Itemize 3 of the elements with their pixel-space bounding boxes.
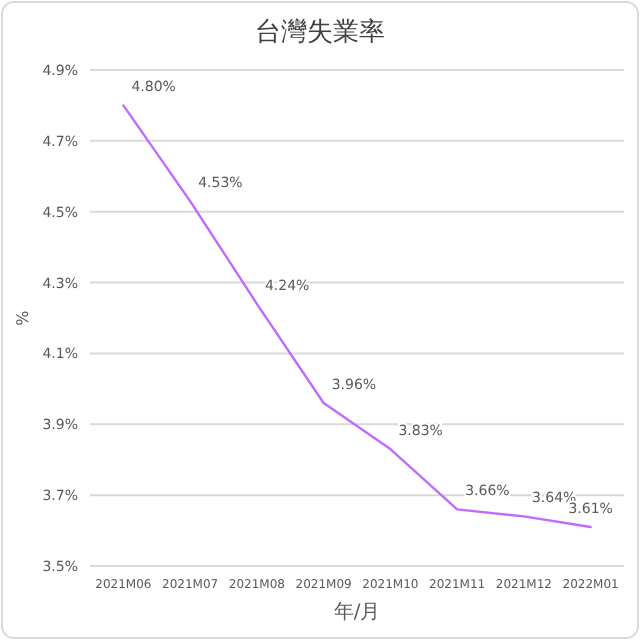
y-axis-title: % xyxy=(14,309,32,326)
chart-title: 台灣失業率 xyxy=(255,16,385,48)
x-axis-title: 年/月 xyxy=(333,600,381,624)
